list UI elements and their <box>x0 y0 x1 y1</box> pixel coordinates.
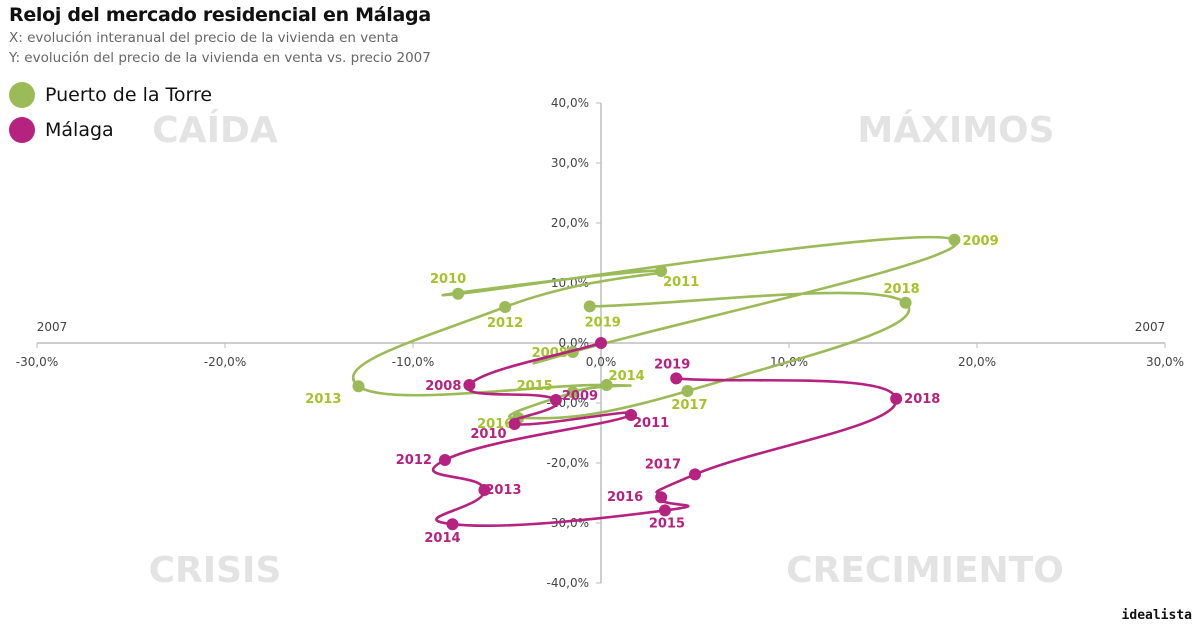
data-point-malaga-2019 <box>670 372 683 385</box>
point-label-malaga-2014: 2014 <box>424 531 460 546</box>
axis-end-label-left: 2007 <box>37 320 68 334</box>
legend-label-malaga: Málaga <box>45 119 114 141</box>
y-tick-label: 20,0% <box>551 216 589 230</box>
point-label-puerto-2012: 2012 <box>487 316 523 331</box>
point-label-puerto-2015: 2015 <box>517 379 553 394</box>
data-point-puerto-2013 <box>352 380 365 393</box>
x-tick-label: 30,0% <box>1146 355 1184 369</box>
point-label-malaga-2013: 2013 <box>485 483 521 498</box>
point-label-malaga-2009: 2009 <box>562 389 598 404</box>
point-label-puerto-2016: 2016 <box>477 417 513 432</box>
point-label-puerto-2011: 2011 <box>663 275 699 290</box>
subtitle-x: X: evolución interanual del precio de la… <box>9 30 399 46</box>
data-point-puerto-2019 <box>583 300 596 313</box>
point-label-puerto-2008: 2008 <box>532 346 568 361</box>
x-tick-label: -10,0% <box>392 355 434 369</box>
point-label-puerto-2009: 2009 <box>962 234 998 249</box>
data-point-malaga-2011 <box>625 409 638 421</box>
axis-end-label-right: 2007 <box>1135 320 1166 334</box>
point-label-malaga-2016: 2016 <box>607 490 643 505</box>
data-point-malaga-2015 <box>658 504 671 517</box>
data-point-puerto-2011 <box>655 265 668 277</box>
point-label-malaga-2017: 2017 <box>645 457 681 472</box>
point-label-puerto-2019: 2019 <box>585 315 621 330</box>
y-tick-label: -40,0% <box>547 576 589 590</box>
quadrant-label-maximos: MÁXIMOS <box>857 109 1054 151</box>
legend-label-puerto: Puerto de la Torre <box>45 84 213 106</box>
data-point-puerto-2017 <box>681 385 694 397</box>
legend-swatch-puerto <box>9 82 35 108</box>
data-point-malaga-2012 <box>438 454 451 466</box>
x-tick-label: -30,0% <box>16 355 58 369</box>
point-label-puerto-2013: 2013 <box>305 392 341 407</box>
x-tick-label: -20,0% <box>204 355 246 369</box>
data-point-puerto-2009 <box>948 233 961 246</box>
point-label-puerto-2018: 2018 <box>883 282 919 297</box>
data-point-malaga-2008 <box>463 379 476 391</box>
data-point-malaga-2007 <box>595 337 607 349</box>
point-label-malaga-2018: 2018 <box>904 392 940 407</box>
y-tick-label: -20,0% <box>547 456 589 470</box>
chart-title: Reloj del mercado residencial en Málaga <box>9 4 431 26</box>
point-label-puerto-2017: 2017 <box>671 398 707 413</box>
point-label-malaga-2015: 2015 <box>649 516 685 531</box>
brand-logo: idealista <box>1121 608 1192 623</box>
x-tick-label: 0,0% <box>586 355 617 369</box>
quadrant-label-crecimiento: CRECIMIENTO <box>786 550 1064 591</box>
data-point-malaga-2009 <box>549 394 562 406</box>
data-point-malaga-2014 <box>446 518 459 531</box>
point-label-puerto-2014: 2014 <box>609 369 645 384</box>
y-tick-label: 30,0% <box>551 156 589 170</box>
data-point-malaga-2017 <box>689 468 701 481</box>
point-label-malaga-2011: 2011 <box>633 416 669 431</box>
data-point-puerto-2014 <box>600 379 613 391</box>
subtitle-y: Y: evolución del precio de la vivienda e… <box>9 50 431 66</box>
x-tick-label: 20,0% <box>958 355 996 369</box>
data-point-puerto-2012 <box>499 301 512 313</box>
point-label-malaga-2010: 2010 <box>470 427 506 442</box>
quadrant-label-caida: CAÍDA <box>152 109 278 151</box>
data-point-malaga-2010 <box>508 418 521 430</box>
legend-item-malaga[interactable]: Málaga <box>9 117 114 143</box>
data-point-puerto-2010 <box>452 287 465 300</box>
y-tick-label: 40,0% <box>551 96 589 110</box>
point-label-malaga-2008: 2008 <box>425 379 461 394</box>
point-label-puerto-2010: 2010 <box>430 272 466 287</box>
point-label-malaga-2019: 2019 <box>654 357 690 372</box>
legend-item-puerto[interactable]: Puerto de la Torre <box>9 82 212 108</box>
data-point-malaga-2013 <box>478 484 491 496</box>
quadrant-label-crisis: CRISIS <box>149 550 282 591</box>
y-tick-label: 0,0% <box>559 336 590 350</box>
data-point-puerto-2018 <box>899 296 912 309</box>
point-label-malaga-2012: 2012 <box>396 453 432 468</box>
data-point-malaga-2016 <box>655 491 668 504</box>
data-point-malaga-2018 <box>890 392 903 405</box>
data-point-puerto-2015 <box>566 386 579 399</box>
legend-swatch-malaga <box>9 117 35 143</box>
